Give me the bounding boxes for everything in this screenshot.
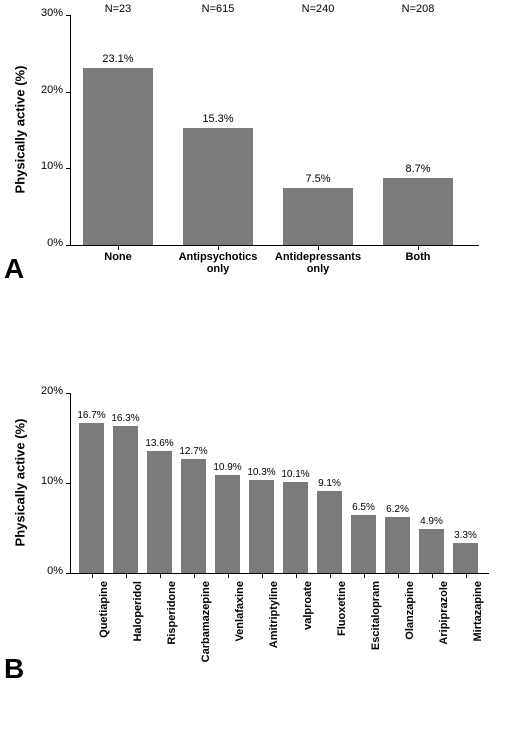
x-category-label: Quetiapine [98,581,110,681]
bar-value-label: 6.2% [379,504,416,515]
x-category-label: Aripiprazole [438,581,450,681]
bar [385,517,410,573]
bar [317,491,342,573]
bar [283,482,308,573]
bar-value-label: 15.3% [178,113,258,125]
x-tick [228,573,229,578]
x-category-label: Haloperidol [132,581,144,681]
x-category-label: Amitriptyline [268,581,280,681]
panel-a: 0% 10% 20% 30% 23.1% N=23 None 15.3% N=615 Antips… [0,0,521,293]
bar [215,475,240,573]
y-axis-title-b: Physically active (%) [13,403,28,563]
y-tick-label: 10% [23,160,63,172]
bar [351,515,376,574]
x-tick [92,573,93,578]
x-tick [118,245,119,250]
x-category-label: Olanzapine [404,581,416,681]
y-tick-label: 20% [23,385,63,397]
y-tick-label: 0% [23,237,63,249]
bar [453,543,478,573]
bar-value-label: 9.1% [311,478,348,489]
x-tick [194,573,195,578]
bar [383,178,453,245]
x-tick [418,245,419,250]
x-category-label: None [65,251,171,263]
bar [183,128,253,245]
bar [83,68,153,245]
x-tick [466,573,467,578]
bar-value-label: 12.7% [175,446,212,457]
bar-value-label: 6.5% [345,502,382,513]
x-tick [364,573,365,578]
x-tick [432,573,433,578]
x-category-label: Escitalopram [370,581,382,681]
panel-gap [0,293,521,373]
bar-value-label: 13.6% [141,438,178,449]
panel-letter-a: A [4,253,24,285]
x-category-label: Risperidone [166,581,178,681]
x-tick [398,573,399,578]
y-tick [66,15,71,16]
y-tick [66,573,71,574]
bar [249,480,274,573]
x-category-label: Fluoxetine [336,581,348,681]
bar [283,188,353,246]
chart-b-plot: 0%10%20%16.7%Quetiapine16.3%Haloperidol1… [70,393,489,574]
y-tick-label: 0% [23,565,63,577]
x-tick [330,573,331,578]
x-category-label: Antidepressantsonly [265,251,371,275]
bar-value-label: 10.1% [277,469,314,480]
bar-value-label: 23.1% [78,53,158,65]
x-category-label: Mirtazapine [472,581,484,681]
chart-a-plot: 0%10%20%30%23.1%N=23None15.3%N=615Antips… [70,15,479,246]
x-tick [218,245,219,250]
x-tick [160,573,161,578]
y-tick [66,245,71,246]
panel-b: 0% 10% 20% 16.7% Quetiapine 16.3% Haloperidol 1… [0,373,521,683]
n-label: N=23 [73,3,163,15]
x-tick [296,573,297,578]
n-label: N=208 [373,3,463,15]
bar-value-label: 10.3% [243,467,280,478]
y-tick [66,483,71,484]
y-axis-title-a: Physically active (%) [13,50,28,210]
bar-value-label: 7.5% [278,173,358,185]
x-category-label: Antipsychoticsonly [165,251,271,275]
panel-letter-b: B [4,653,24,685]
x-tick [126,573,127,578]
y-tick [66,92,71,93]
bar-value-label: 4.9% [413,516,450,527]
x-category-label: Venlafaxine [234,581,246,681]
bar [147,451,172,573]
bar-value-label: 16.3% [107,413,144,424]
y-tick-label: 20% [23,84,63,96]
x-tick [262,573,263,578]
x-tick [318,245,319,250]
bar-value-label: 16.7% [73,410,110,421]
bar [79,423,104,573]
bar [113,426,138,573]
n-label: N=240 [273,3,363,15]
y-tick [66,168,71,169]
y-tick-label: 30% [23,7,63,19]
bar-value-label: 10.9% [209,462,246,473]
n-label: N=615 [173,3,263,15]
y-tick [66,393,71,394]
x-category-label: valproate [302,581,314,681]
bar-value-label: 8.7% [378,163,458,175]
x-category-label: Carbamazepine [200,581,212,681]
x-category-label: Both [365,251,471,263]
bar-value-label: 3.3% [447,530,484,541]
y-tick-label: 10% [23,475,63,487]
bar [181,459,206,573]
bar [419,529,444,573]
